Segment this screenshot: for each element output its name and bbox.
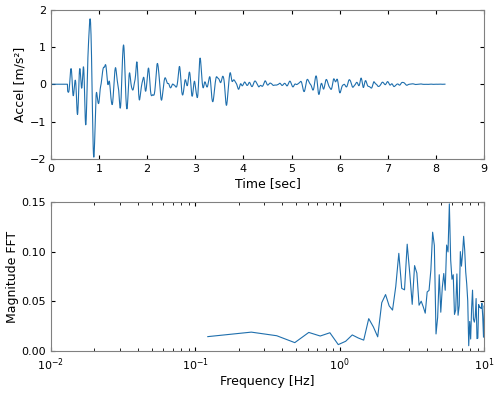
Y-axis label: Magnitude FFT: Magnitude FFT (6, 230, 18, 323)
Y-axis label: Accel [m/s²]: Accel [m/s²] (14, 46, 26, 122)
X-axis label: Frequency [Hz]: Frequency [Hz] (220, 375, 315, 388)
X-axis label: Time [sec]: Time [sec] (234, 177, 300, 190)
